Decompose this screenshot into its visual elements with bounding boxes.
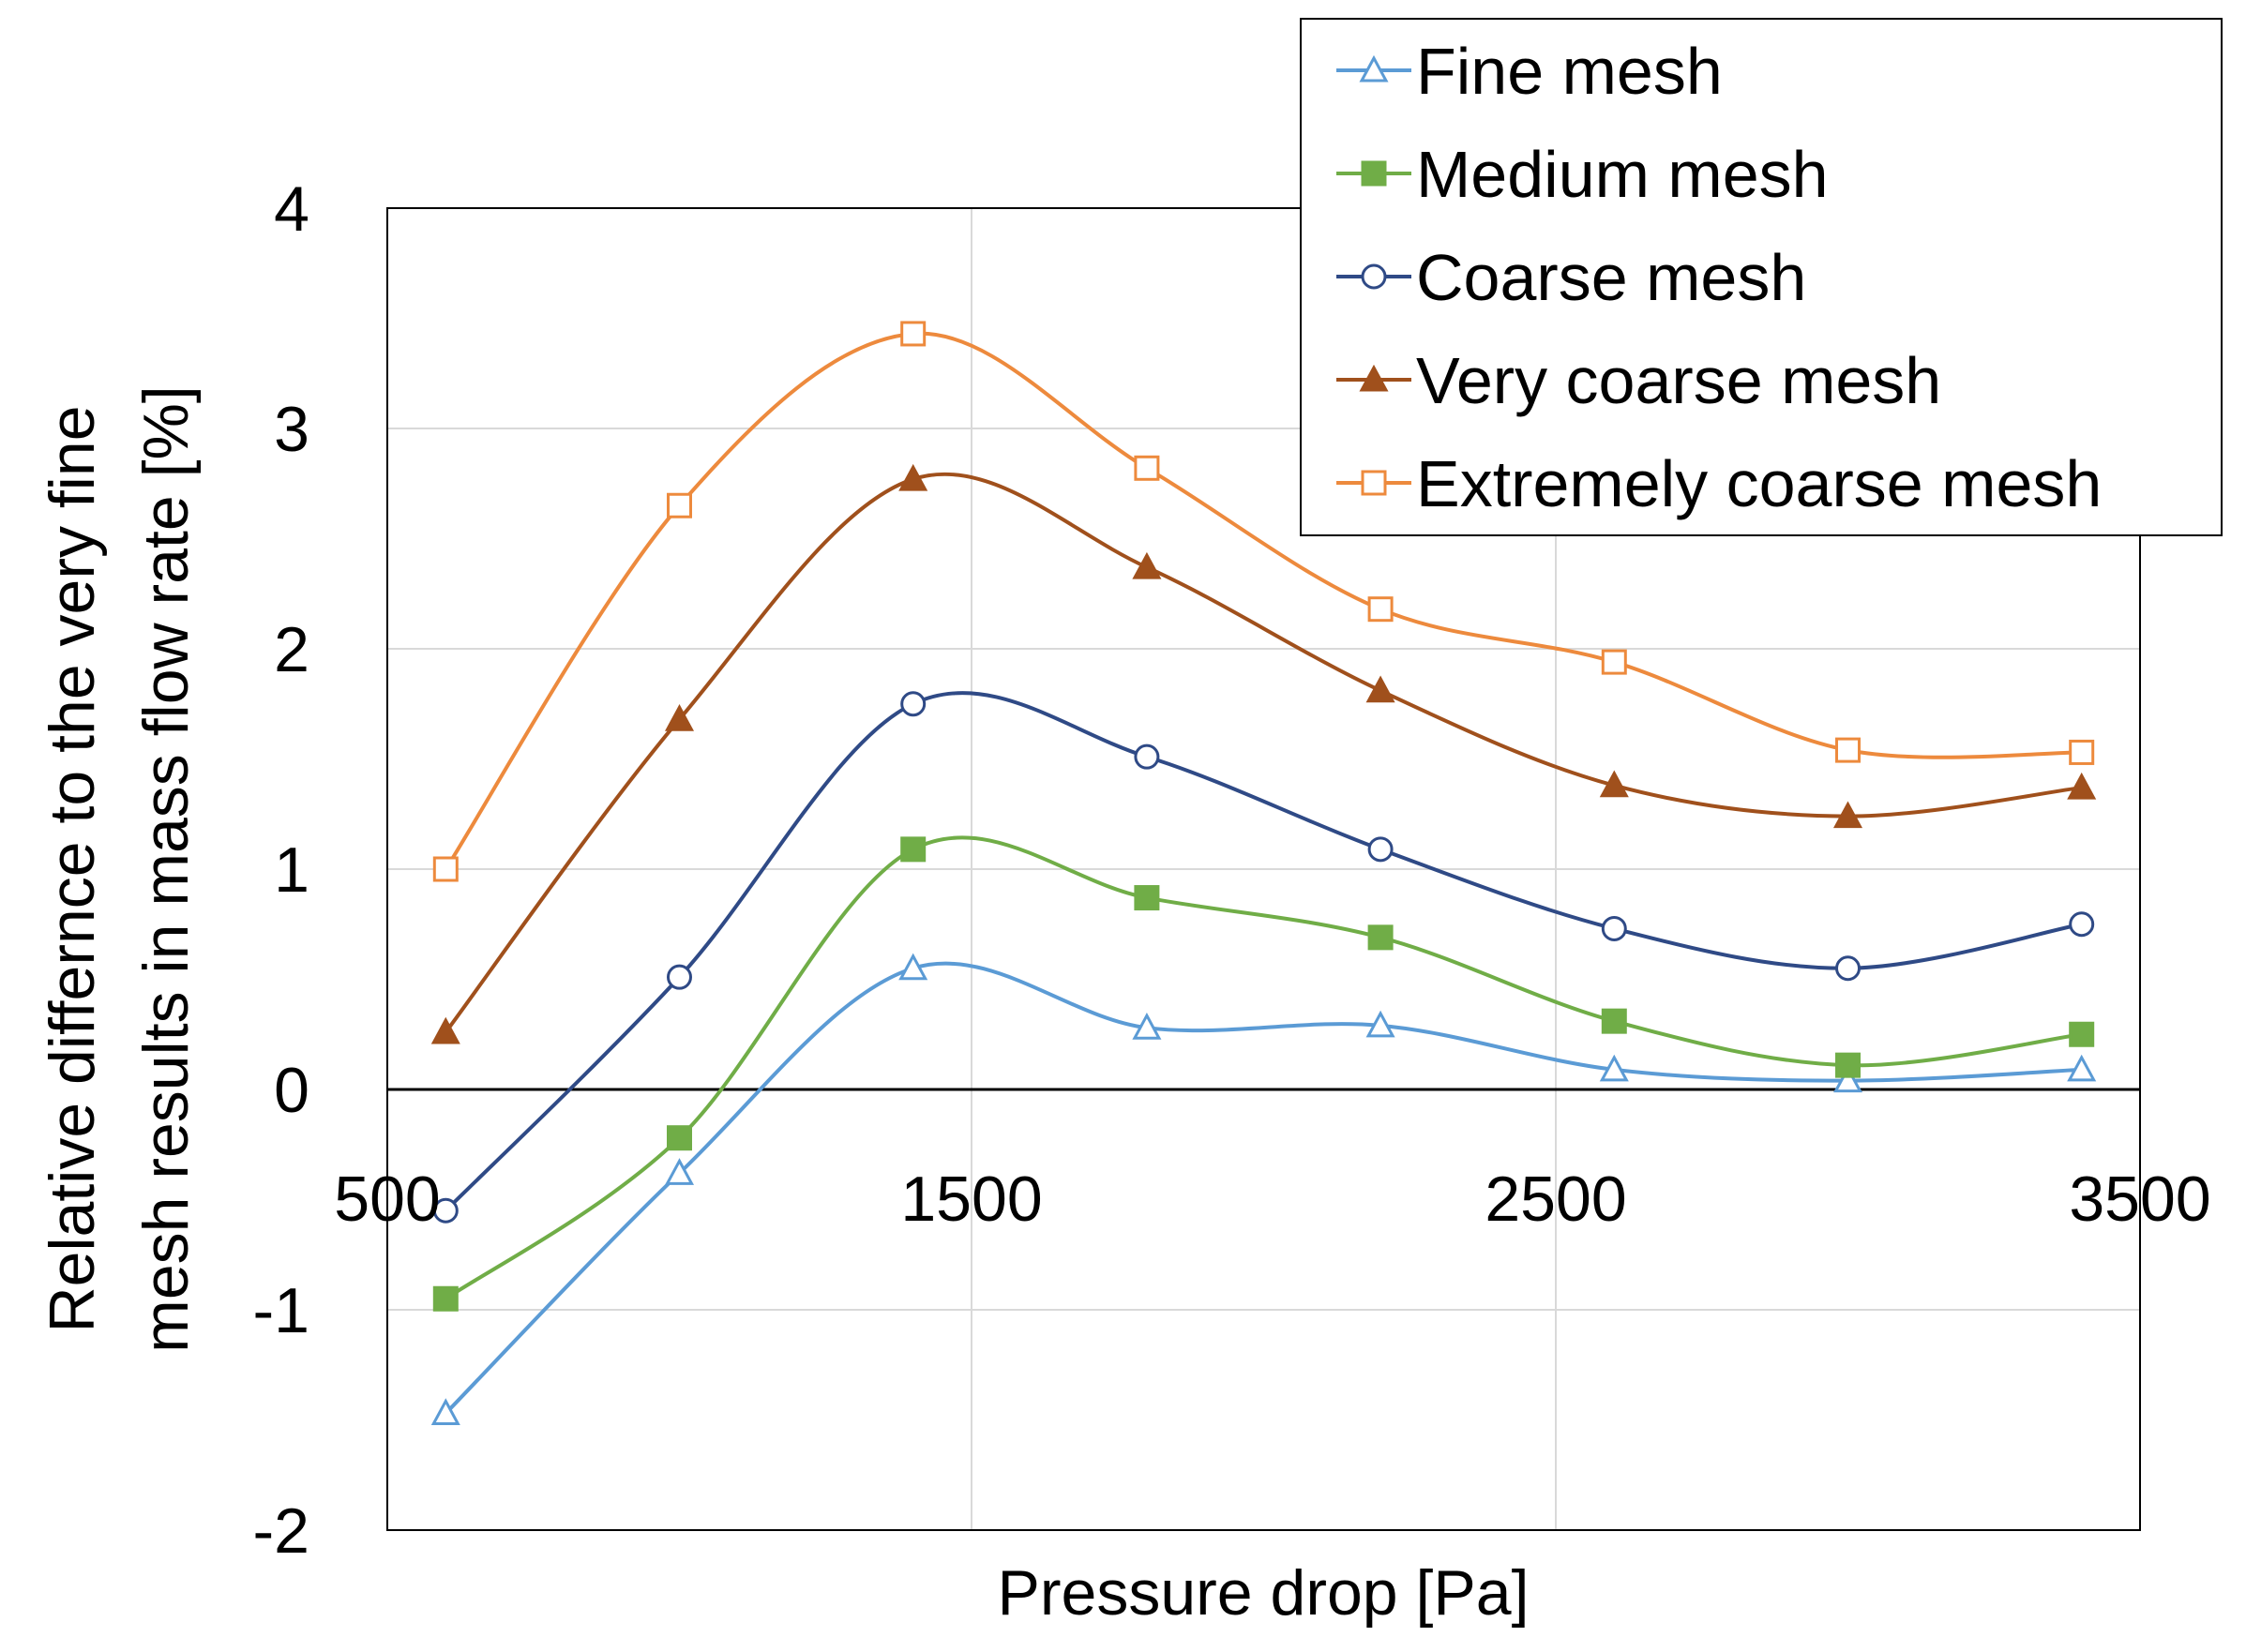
x-axis-title: Pressure drop [Pa] xyxy=(998,1557,1530,1629)
plot-area-border xyxy=(386,207,2141,1531)
legend-marker xyxy=(1361,263,1387,290)
y-tick-label: -1 xyxy=(253,1275,309,1346)
data-point-coarse-mesh xyxy=(1367,836,1394,863)
legend-label: Very coarse mesh xyxy=(1416,344,1941,417)
legend-entry-extremely-coarse-mesh: Extremely coarse mesh xyxy=(1336,447,2102,520)
data-point-medium-mesh xyxy=(900,836,927,863)
legend-entry-coarse-mesh: Coarse mesh xyxy=(1336,241,1806,314)
legend-entry-very-coarse-mesh: Very coarse mesh xyxy=(1336,344,1941,417)
series-extremely-coarse-mesh xyxy=(432,321,2095,882)
y-tick-label: 2 xyxy=(274,614,309,685)
data-point-medium-mesh xyxy=(432,1285,459,1312)
y-tick-label: 1 xyxy=(274,834,309,906)
data-point-coarse-mesh xyxy=(1835,955,1861,982)
data-point-fine-mesh xyxy=(1365,1010,1395,1038)
legend-label: Medium mesh xyxy=(1416,138,1829,211)
x-tick-label: 3500 xyxy=(2069,1164,2210,1235)
data-point-coarse-mesh xyxy=(2069,911,2095,938)
y-axis-title-line-1: Relative differnce to the very fine xyxy=(37,405,108,1332)
data-point-very-coarse-mesh xyxy=(664,704,695,731)
legend-entries: Fine mesh Medium mesh Coarse mesh Very coar… xyxy=(1336,35,2102,520)
data-point-fine-mesh xyxy=(2067,1054,2097,1082)
legend-entry-medium-mesh: Medium mesh xyxy=(1336,138,1829,211)
data-point-fine-mesh xyxy=(1832,1065,1863,1093)
series-very-coarse-mesh xyxy=(430,463,2097,1044)
data-point-fine-mesh xyxy=(1599,1054,1629,1082)
legend-marker xyxy=(1359,54,1389,83)
data-point-extremely-coarse-mesh xyxy=(900,321,927,347)
data-point-very-coarse-mesh xyxy=(1599,770,1629,798)
legend: Fine mesh Medium mesh Coarse mesh Very coar… xyxy=(1300,18,2223,536)
y-axis-title: Relative differnce to the very fine mesh… xyxy=(37,385,202,1353)
data-point-very-coarse-mesh xyxy=(2067,772,2097,800)
data-point-very-coarse-mesh xyxy=(898,463,928,491)
data-point-fine-mesh xyxy=(430,1398,460,1425)
x-tick-label: 500 xyxy=(334,1164,440,1235)
data-series xyxy=(430,321,2097,1425)
data-point-medium-mesh xyxy=(1601,1008,1627,1034)
data-point-coarse-mesh xyxy=(667,964,692,990)
data-point-coarse-mesh xyxy=(1601,915,1627,941)
legend-label: Fine mesh xyxy=(1416,35,1723,108)
data-point-very-coarse-mesh xyxy=(430,1016,460,1044)
data-point-coarse-mesh xyxy=(432,1197,459,1224)
data-point-extremely-coarse-mesh xyxy=(1835,737,1861,763)
data-point-extremely-coarse-mesh xyxy=(1134,455,1160,481)
data-point-medium-mesh xyxy=(1134,885,1160,911)
y-tick-label: 0 xyxy=(274,1055,309,1126)
data-point-very-coarse-mesh xyxy=(1832,801,1863,829)
data-point-medium-mesh xyxy=(667,1125,692,1151)
data-point-extremely-coarse-mesh xyxy=(667,492,692,518)
data-point-extremely-coarse-mesh xyxy=(2069,739,2095,765)
data-point-extremely-coarse-mesh xyxy=(432,856,459,882)
series-coarse-mesh xyxy=(432,691,2095,1224)
legend-box xyxy=(1300,18,2223,536)
x-tick-label: 1500 xyxy=(900,1164,1042,1235)
data-point-fine-mesh xyxy=(898,953,928,981)
legend-label: Coarse mesh xyxy=(1416,241,1806,314)
tick-labels: -2 -1 0 1 2 3 4 500 1500 2500 3500 xyxy=(253,173,2211,1567)
data-point-coarse-mesh xyxy=(1134,743,1160,770)
data-point-medium-mesh xyxy=(1835,1052,1861,1078)
series-medium-mesh xyxy=(432,835,2095,1312)
legend-marker xyxy=(1359,364,1389,392)
series-fine-mesh xyxy=(430,953,2097,1425)
y-axis-title-line-2: mesh results in mass flow rate [%] xyxy=(130,385,202,1353)
data-point-fine-mesh xyxy=(664,1158,695,1185)
data-point-extremely-coarse-mesh xyxy=(1601,649,1627,675)
legend-marker xyxy=(1361,470,1387,496)
data-point-fine-mesh xyxy=(1132,1013,1162,1040)
series-line-medium-mesh xyxy=(445,835,2082,1300)
y-tick-label: 3 xyxy=(274,394,309,465)
data-point-very-coarse-mesh xyxy=(1132,551,1162,579)
y-tick-label: -2 xyxy=(253,1495,309,1567)
data-point-very-coarse-mesh xyxy=(1365,675,1395,703)
legend-marker xyxy=(1361,160,1387,187)
legend-entry-fine-mesh: Fine mesh xyxy=(1336,35,1723,108)
legend-label: Extremely coarse mesh xyxy=(1416,447,2102,520)
x-tick-label: 2500 xyxy=(1485,1164,1626,1235)
data-point-coarse-mesh xyxy=(900,691,927,717)
data-point-medium-mesh xyxy=(1367,924,1394,951)
data-point-medium-mesh xyxy=(2069,1021,2095,1047)
y-tick-label: 4 xyxy=(274,173,309,245)
data-point-extremely-coarse-mesh xyxy=(1367,596,1394,623)
